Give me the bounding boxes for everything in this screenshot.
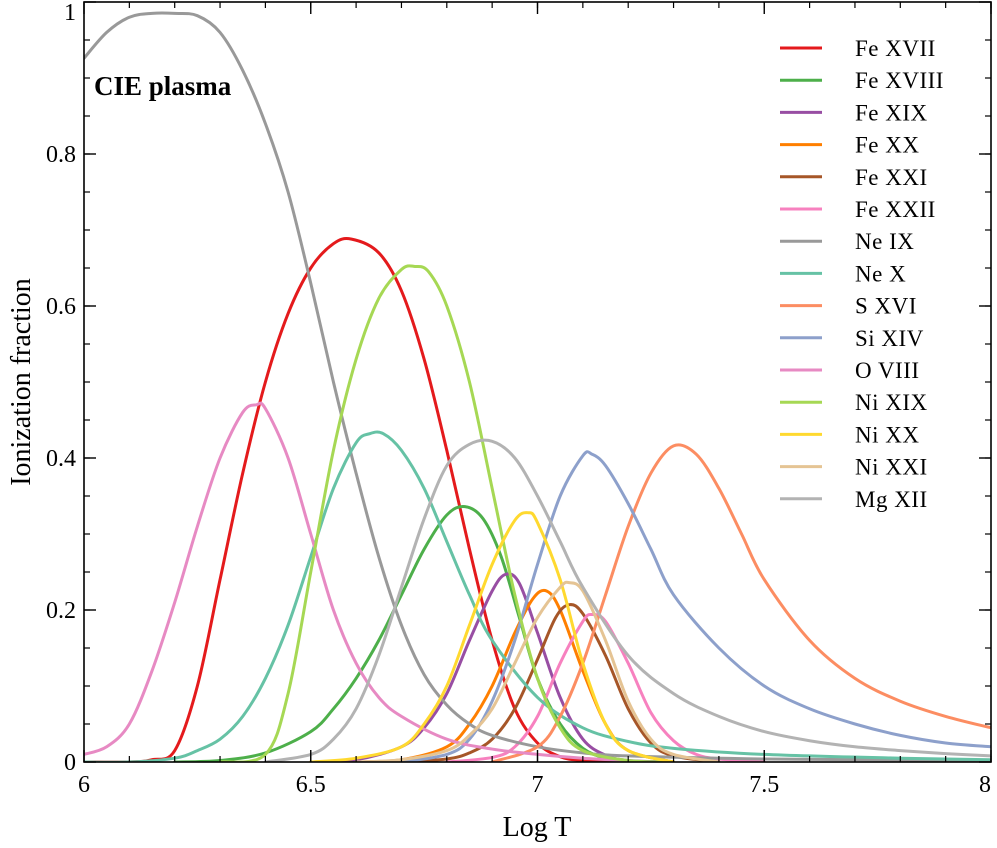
legend-label: Fe XVIII [855, 68, 944, 93]
legend-label: Fe XX [855, 133, 919, 158]
cie-annotation: CIE plasma [94, 71, 232, 101]
series-line-8 [84, 430, 991, 762]
legend: Fe XVII Fe XVIII Fe XIX Fe XX Fe XXI Fe XXII N… [780, 36, 944, 512]
legend-label: Fe XIX [855, 100, 928, 125]
legend-label: Ni XXI [855, 455, 928, 480]
x-axis-title: Log T [503, 812, 572, 843]
series-line-5 [399, 603, 721, 762]
series-line-7 [84, 11, 991, 762]
x-tick-label: 7.5 [749, 772, 779, 798]
legend-label: Ni XX [855, 422, 919, 447]
x-tick-label: 6 [78, 772, 90, 798]
y-tick-label: 0 [64, 750, 76, 776]
y-tick-label: 0.2 [46, 598, 76, 624]
x-tick-label: 8 [979, 772, 991, 798]
legend-label: Fe XXI [855, 165, 928, 190]
legend-label: O VIII [855, 358, 920, 383]
legend-label: Fe XVII [855, 36, 936, 61]
legend-label: Ne IX [855, 229, 914, 254]
legend-label: Ne X [855, 261, 906, 286]
series-line-14 [354, 580, 721, 762]
series-line-11 [84, 401, 630, 762]
legend-label: S XVI [855, 294, 917, 319]
y-tick-label: 0.4 [46, 446, 76, 472]
y-axis-title: Ionization fraction [6, 278, 37, 486]
legend-label: Ni XIX [855, 390, 928, 415]
x-tick-label: 7 [532, 772, 544, 798]
series-line-9 [490, 443, 991, 762]
y-tick-label: 0.6 [46, 294, 76, 320]
y-tick-label: 1 [64, 0, 76, 26]
series-line-15 [263, 438, 991, 762]
legend-label: Mg XII [855, 487, 928, 512]
x-tick-label: 6.5 [296, 772, 326, 798]
ticks-layer: 6 6.5 7 7.5 8 0 0.2 0.4 0.6 0.8 1 [46, 0, 992, 798]
series-line-12 [218, 264, 676, 762]
series-layer [84, 11, 991, 762]
series-line-13 [309, 511, 676, 762]
legend-label: Si XIV [855, 326, 924, 351]
series-line-2 [173, 505, 676, 762]
legend-label: Fe XXII [855, 197, 936, 222]
y-tick-label: 0.8 [46, 142, 76, 168]
series-line-10 [399, 450, 991, 762]
